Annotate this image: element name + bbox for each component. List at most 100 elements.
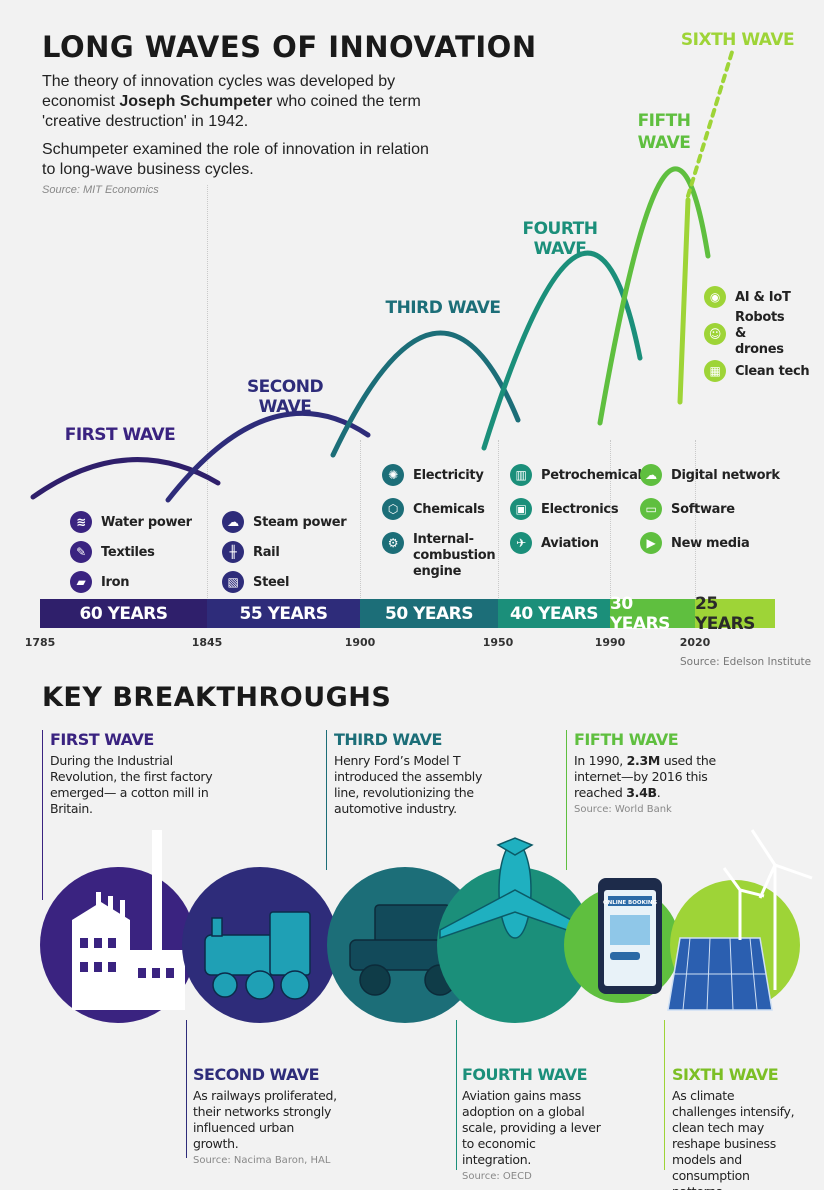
breakthrough-fifth: FIFTH WAVE In 1990, 2.3M used the intern…	[574, 730, 724, 815]
wave-label-third: THIRD WAVE	[385, 298, 501, 318]
page-title: LONG WAVES OF INNOVATION	[42, 30, 537, 64]
wave-item: ✎ Textiles	[70, 537, 192, 567]
wave-item: ◉ AI & IoT	[704, 283, 809, 311]
wave-item: ▶ New media	[640, 526, 780, 560]
wave-label-fifth: FIFTH WAVE	[637, 111, 691, 153]
wave-curves	[30, 50, 734, 503]
divider-1950	[498, 440, 499, 600]
wave-item: ⬡ Chemicals	[382, 492, 493, 526]
wave-label-first: FIRST WAVE	[64, 425, 176, 445]
breakthrough-source: Source: OECD	[462, 1171, 532, 1182]
software-icon: ▭	[640, 498, 662, 520]
divider-1900	[360, 440, 361, 600]
breakthrough-head: SIXTH WAVE	[672, 1065, 779, 1084]
breakthrough-head: FIFTH WAVE	[574, 730, 679, 749]
chemicals-icon: ⬡	[382, 498, 404, 520]
divider-1990	[610, 440, 611, 600]
year-tick: 1845	[191, 636, 223, 649]
steel-icon: ▧	[222, 571, 244, 593]
breakthrough-text: Aviation gains mass adoption on a global…	[462, 1088, 601, 1167]
wave-items-third: ✺ Electricity ⬡ Chemicals ⚙ Internal-combus…	[382, 458, 496, 579]
wave-item: ▭ Software	[640, 492, 780, 526]
duration-bar-fourth: 40 YEARS	[498, 599, 610, 628]
wave-curve-third	[330, 330, 521, 458]
breakthrough-head: THIRD WAVE	[334, 730, 442, 749]
breakthrough-head: FIRST WAVE	[50, 730, 154, 749]
phone-icon: ONLINE BOOKING	[598, 878, 662, 994]
wave-curve-sixth-projection	[686, 50, 734, 198]
rail-icon: ╫	[222, 541, 244, 563]
breakthrough-source: Source: Nacima Baron, HAL	[193, 1155, 331, 1166]
digital-network-icon: ☁	[640, 464, 662, 486]
water-icon: ≋	[70, 511, 92, 533]
year-tick: 1950	[482, 636, 514, 649]
wave-curve-fifth	[597, 166, 711, 426]
wave-item: ▣ Electronics	[510, 492, 649, 526]
wave-item: ≋ Water power	[70, 507, 192, 537]
leader-second	[186, 1020, 187, 1158]
breakthrough-text: As climate challenges intensify, clean t…	[672, 1088, 795, 1190]
breakthrough-third: THIRD WAVE Henry Ford’s Model T introduc…	[334, 730, 484, 817]
steam-icon: ☁	[222, 511, 244, 533]
leader-sixth	[664, 1020, 665, 1170]
divider-1845	[207, 185, 208, 600]
solar-panel-icon	[667, 937, 773, 1011]
duration-bar-sixth: 25 YEARS	[695, 594, 775, 634]
leader-fifth	[566, 730, 567, 870]
iron-icon: ▰	[70, 571, 92, 593]
wave-items-first: ≋ Water power ✎ Textiles ▰ Iron	[70, 507, 192, 597]
wave-item: ✺ Electricity	[382, 458, 493, 492]
year-tick: 1900	[344, 636, 376, 649]
wave-items-fourth: ▥ Petrochemicals ▣ Electronics ✈ Aviation	[510, 458, 649, 560]
wave-label-second: SECOND WAVE	[246, 377, 324, 417]
textiles-icon: ✎	[70, 541, 92, 563]
car-icon	[349, 904, 461, 996]
aviation-icon: ✈	[510, 532, 532, 554]
wave-curve-sixth	[677, 197, 691, 405]
duration-bar-third: 50 YEARS	[360, 599, 498, 628]
online-booking-label: ONLINE BOOKING	[603, 900, 658, 906]
wave-item: ✈ Aviation	[510, 526, 649, 560]
wave-item: ▦ Clean tech	[704, 357, 810, 385]
wave-items-sixth: ◉ AI & IoT ☺ Robots & drones ▦ Clean tech	[704, 283, 810, 385]
train-icon	[204, 911, 311, 1000]
wave-item: ☺ Robots & drones	[704, 310, 809, 357]
intro-paragraph-2: Schumpeter examined the role of innovati…	[42, 141, 429, 178]
wave-item: ▰ Iron	[70, 567, 192, 597]
year-tick: 2020	[679, 636, 711, 649]
duration-bar-second: 55 YEARS	[207, 599, 360, 628]
wave-items-second: ☁ Steam power ╫ Rail ▧ Steel	[222, 507, 347, 597]
breakthrough-text: During the Industrial Revolution, the fi…	[50, 753, 213, 816]
wind-turbine-icon	[722, 829, 813, 990]
duration-bar-fifth: 30 YEARS	[610, 594, 695, 634]
wave-item: ☁ Steam power	[222, 507, 347, 537]
wave-item: ▥ Petrochemicals	[510, 458, 649, 492]
breakthrough-source: Source: World Bank	[574, 804, 672, 815]
robots-icon: ☺	[704, 323, 726, 345]
breakthrough-second: SECOND WAVE As railways proliferated, th…	[193, 1065, 343, 1166]
wave-curve-second	[165, 410, 371, 503]
chart-source: Source: Edelson Institute	[680, 656, 812, 668]
leader-fourth	[456, 1020, 457, 1170]
breakthrough-text: Henry Ford’s Model T introduced the asse…	[334, 753, 483, 816]
petrochemicals-icon: ▥	[510, 464, 532, 486]
wave-item: ☁ Digital network	[640, 458, 780, 492]
wave-item: ╫ Rail	[222, 537, 346, 567]
clean-tech-icon: ▦	[704, 360, 726, 382]
breakthroughs-title: KEY BREAKTHROUGHS	[42, 682, 392, 713]
breakthrough-text: As railways proliferated, their networks…	[193, 1088, 337, 1151]
ai-iot-icon: ◉	[704, 286, 726, 308]
wave-item: ⚙ Internal-combustion engine	[382, 526, 496, 579]
electricity-icon: ✺	[382, 464, 404, 486]
illustrations: ONLINE BOOKING	[40, 829, 813, 1023]
duration-bar-first: 60 YEARS	[40, 599, 207, 628]
intro-source: Source: MIT Economics	[42, 184, 159, 196]
wave-curve-fourth	[481, 250, 643, 451]
electronics-icon: ▣	[510, 498, 532, 520]
illustration-fourth-circle	[437, 867, 593, 1023]
breakthrough-head: FOURTH WAVE	[462, 1065, 588, 1084]
breakthrough-fourth: FOURTH WAVE Aviation gains mass adoption…	[462, 1065, 602, 1182]
wave-item: ▧ Steel	[222, 567, 346, 597]
intro-paragraph-1: The theory of innovation cycles was deve…	[42, 73, 421, 130]
wave-items-fifth: ☁ Digital network ▭ Software ▶ New media	[640, 458, 780, 560]
